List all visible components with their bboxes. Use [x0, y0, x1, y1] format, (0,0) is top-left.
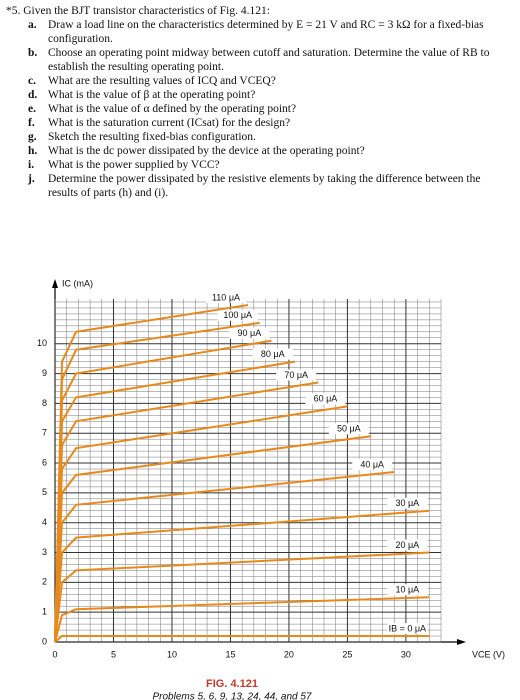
problem-item: f. What is the saturation current (ICsat)… — [28, 116, 512, 130]
problem-heading: *5. Given the BJT transistor characteris… — [6, 5, 270, 17]
y-tick-label: 9 — [42, 368, 47, 378]
item-letter: a. — [28, 19, 37, 31]
curve-label: 60 μA — [314, 394, 338, 404]
y-tick-label: 8 — [42, 398, 47, 408]
curve-label: 40 μA — [360, 459, 384, 469]
y-tick-label: 10 — [37, 338, 47, 348]
problem-item: a. Draw a load line on the characteristic… — [28, 18, 512, 46]
problem-item: h. What is the dc power dissipated by the… — [28, 144, 512, 158]
item-letter: c. — [28, 75, 36, 87]
y-tick-label: 1 — [42, 607, 47, 617]
y-tick-label: 6 — [42, 457, 47, 467]
curve-label: 90 μA — [238, 328, 262, 338]
item-letter: f. — [28, 117, 35, 129]
curve-label: IB = 0 μA — [389, 623, 426, 633]
item-text: What is the dc power dissipated by the d… — [48, 145, 365, 157]
y-tick-label: 7 — [42, 428, 47, 438]
item-letter: e. — [28, 103, 36, 115]
x-tick-label: 5 — [111, 649, 116, 659]
problem-item: c. What are the resulting values of ICQ a… — [28, 74, 512, 88]
x-tick-label: 10 — [167, 649, 177, 659]
x-arrow — [457, 639, 466, 645]
ib-curve — [54, 435, 371, 643]
item-text: What are the resulting values of ICQ and… — [48, 75, 276, 87]
curve-label: 20 μA — [395, 540, 419, 550]
problem-item: g. Sketch the resulting fixed-bias config… — [28, 130, 512, 144]
curve-label-bg — [387, 497, 428, 509]
curve-label-bg — [328, 423, 369, 435]
curve-label-bg — [387, 623, 428, 635]
curve-label: 70 μA — [284, 370, 308, 380]
problem: *5. Given the BJT transistor characteris… — [0, 4, 520, 200]
problem-item: e. What is the value of α defined by the … — [28, 102, 512, 116]
item-text: Choose an operating point midway between… — [48, 47, 490, 73]
problem-item: b. Choose an operating point midway betwe… — [28, 46, 512, 74]
curve-label: 50 μA — [337, 424, 361, 434]
ib-curve — [54, 596, 430, 643]
x-tick-label: 15 — [225, 649, 235, 659]
problems-caption: Problems 5, 6, 9, 13, 24, 44, and 57 — [153, 692, 312, 700]
curve-label: 30 μA — [395, 498, 419, 508]
curve-label: 10 μA — [395, 585, 419, 595]
item-text: What is the saturation current (ICsat) f… — [48, 117, 291, 129]
item-letter: i. — [28, 159, 35, 171]
curve-label-bg — [206, 291, 246, 303]
x-tick-label: 30 — [401, 649, 411, 659]
y-tick-label: 4 — [42, 517, 47, 527]
item-text: Draw a load line on the characteristics … — [48, 19, 484, 45]
item-letter: j. — [28, 173, 35, 185]
y-tick-label: 3 — [42, 547, 47, 557]
y-tick-label: 2 — [42, 577, 47, 587]
curve-label-bg — [352, 458, 393, 470]
curve-label-bg — [217, 309, 258, 321]
ib-curve — [54, 339, 272, 643]
curve-label-bg — [305, 393, 346, 405]
curve-label-bg — [387, 539, 428, 551]
x-tick-label: 25 — [342, 649, 352, 659]
ib-curve — [54, 405, 348, 643]
item-text: What is the power supplied by VCC? — [48, 159, 220, 171]
item-letter: d. — [28, 89, 38, 101]
curve-label: 80 μA — [261, 349, 285, 359]
x-tick-label: 0 — [52, 649, 57, 659]
problem-item: j. Determine the power dissipated by the … — [28, 172, 512, 200]
curve-label: 100 μA — [223, 310, 252, 320]
curve-label-bg — [229, 327, 270, 339]
item-letter: g. — [28, 131, 37, 143]
problem-item: i. What is the power supplied by VCC? — [28, 158, 512, 172]
problem-items: a. Draw a load line on the characteristic… — [0, 18, 520, 200]
y-arrow — [52, 279, 58, 288]
y-tick-label: 0 — [42, 636, 47, 646]
x-axis-label: VCE (V) — [472, 649, 505, 659]
curve-label-bg — [276, 369, 317, 381]
curve-label: 110 μA — [212, 292, 240, 302]
item-letter: h. — [28, 145, 38, 157]
curve-label-bg — [252, 348, 293, 360]
problem-item: d. What is the value of β at the operatin… — [28, 88, 512, 102]
y-axis-label: IC (mA) — [62, 278, 93, 288]
figure-caption: FIG. 4.121 — [206, 678, 258, 690]
ib-curve — [54, 635, 430, 643]
x-tick-label: 20 — [284, 649, 294, 659]
y-tick-label: 5 — [42, 487, 47, 497]
ib-curve — [54, 551, 430, 643]
item-text: Sketch the resulting fixed-bias configur… — [48, 131, 256, 143]
ib-curve — [54, 303, 249, 643]
item-text: Determine the power dissipated by the re… — [48, 173, 481, 199]
item-text: What is the value of β at the operating … — [48, 89, 256, 101]
item-letter: b. — [28, 47, 38, 59]
item-text: What is the value of α defined by the op… — [48, 103, 297, 115]
curve-label-bg — [387, 584, 428, 596]
